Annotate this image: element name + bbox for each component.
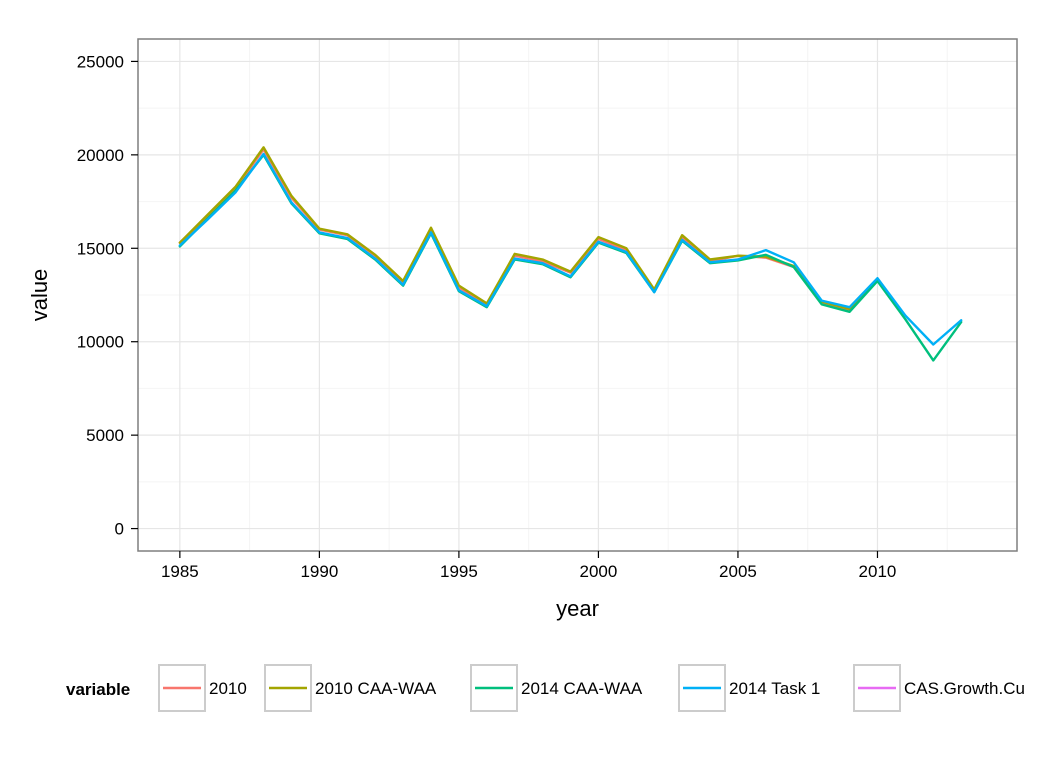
x-tick-label: 2010 <box>859 562 897 581</box>
legend-label: 2014 Task 1 <box>729 679 820 698</box>
legend-label: 2010 <box>209 679 247 698</box>
y-tick-label: 15000 <box>77 239 124 258</box>
x-tick-label: 1995 <box>440 562 478 581</box>
legend-label: CAS.Growth.Cu <box>904 679 1025 698</box>
minor-gridlines <box>138 39 1017 551</box>
y-axis: 0 5000 10000 15000 20000 25000 <box>77 52 138 539</box>
x-tick-label: 1990 <box>300 562 338 581</box>
x-tick-label: 1985 <box>161 562 199 581</box>
series-line-3 <box>178 152 963 346</box>
y-tick-label: 0 <box>115 520 124 539</box>
x-axis-title: year <box>556 596 599 621</box>
x-tick-label: 2005 <box>719 562 757 581</box>
plot-border <box>137 38 1018 552</box>
y-tick-label: 10000 <box>77 333 124 352</box>
y-tick-label: 5000 <box>86 426 124 445</box>
legend: variable 2010 2010 CAA-WAA 2014 CAA-WAA 201… <box>66 664 1025 712</box>
legend-title: variable <box>66 680 130 699</box>
series-lines <box>178 146 963 362</box>
legend-label: 2014 CAA-WAA <box>521 679 643 698</box>
legend-label: 2010 CAA-WAA <box>315 679 437 698</box>
y-tick-label: 20000 <box>77 146 124 165</box>
major-gridlines <box>138 39 1017 551</box>
x-axis: 1985 1990 1995 2000 2005 2010 <box>161 551 896 581</box>
x-tick-label: 2000 <box>580 562 618 581</box>
y-tick-label: 25000 <box>77 52 124 71</box>
y-axis-title: value <box>27 269 52 322</box>
